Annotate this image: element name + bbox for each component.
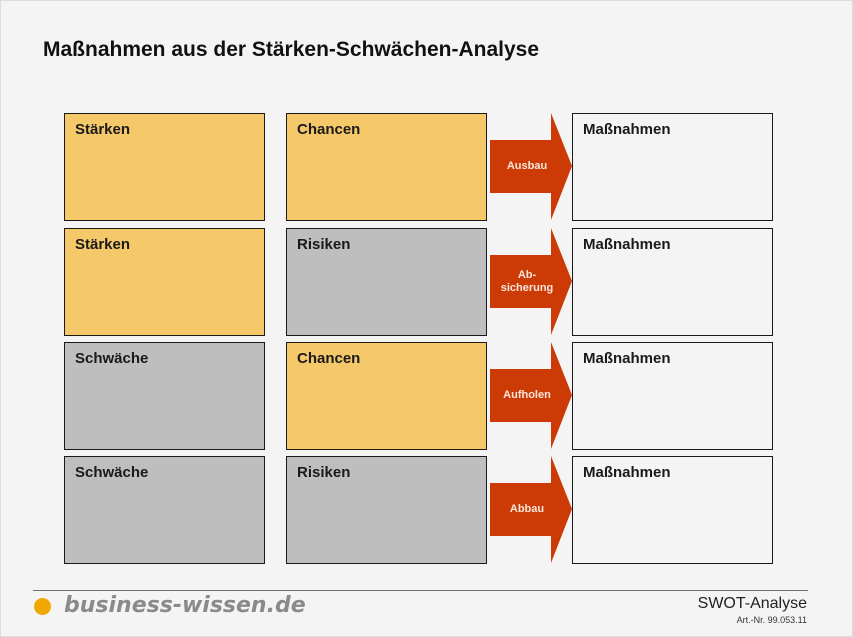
box-label: Risiken [297,464,351,481]
box-measures-row1: Maßnahmen [572,113,773,221]
box-strengths-row1: Stärken [64,113,265,221]
arrow-label: Aufholen [503,389,551,401]
box-label: Chancen [297,121,361,138]
box-measures-row3: Maßnahmen [572,342,773,450]
box-opportunities-row1: Chancen [286,113,487,221]
box-label: Chancen [297,350,361,367]
right-arrow-icon [490,342,572,449]
page-title: Maßnahmen aus der Stärken-Schwächen-Anal… [43,38,539,61]
arrow-label: Ab- sicherung [500,268,554,294]
arrow-label: Ausbau [506,160,548,172]
box-weaknesses-row3: Schwäche [64,342,265,450]
box-label: Stärken [75,236,131,253]
right-arrow-icon [490,456,572,563]
arrow-strategy-row4: Abbau [490,456,572,563]
box-measures-row4: Maßnahmen [572,456,773,564]
right-arrow-icon [490,113,572,220]
box-strengths-row2: Stärken [64,228,265,336]
logo-dot-icon [34,598,51,615]
box-label: Maßnahmen [583,350,671,367]
box-risks-row4: Risiken [286,456,487,564]
arrow-strategy-row3: Aufholen [490,342,572,449]
footer-divider [33,590,808,591]
document-title: SWOT-Analyse [697,595,807,612]
box-label: Schwäche [75,464,149,481]
article-number: Art.-Nr. 99.053.11 [736,615,807,625]
box-label: Maßnahmen [583,121,671,138]
box-label: Maßnahmen [583,236,671,253]
box-opportunities-row3: Chancen [286,342,487,450]
arrow-strategy-row1: Ausbau [490,113,572,220]
box-risks-row2: Risiken [286,228,487,336]
box-label: Risiken [297,236,351,253]
right-arrow-icon [490,228,572,335]
box-label: Stärken [75,121,131,138]
box-label: Maßnahmen [583,464,671,481]
logo: business-wissen.de [64,593,306,618]
arrow-strategy-row2: Ab- sicherung [490,228,572,335]
box-label: Schwäche [75,350,149,367]
box-measures-row2: Maßnahmen [572,228,773,336]
box-weaknesses-row4: Schwäche [64,456,265,564]
arrow-label: Abbau [509,503,545,515]
